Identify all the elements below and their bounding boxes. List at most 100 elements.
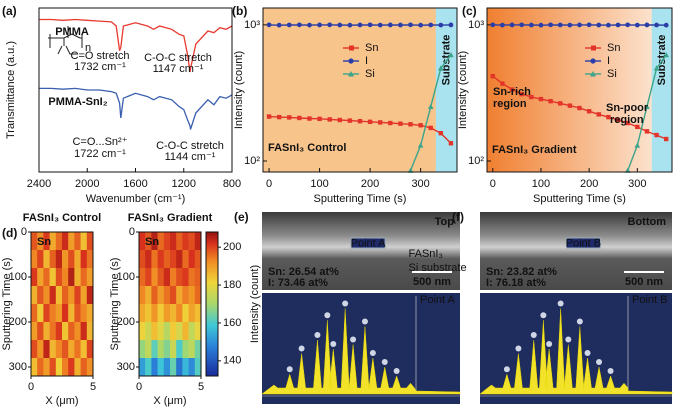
marker: [644, 129, 650, 134]
heat-cell: [68, 268, 75, 287]
eds-peak-marker: [342, 300, 349, 307]
marker: [388, 120, 393, 126]
spectrum-point: Point B: [632, 294, 667, 306]
heat-cell: [176, 322, 183, 341]
heat-cell: [170, 232, 177, 251]
legend-symbol: [348, 58, 354, 64]
annotation: 1722 cm⁻¹: [74, 148, 126, 160]
heat-cell: [170, 322, 177, 341]
marker: [287, 115, 292, 120]
heat-cell: [80, 358, 88, 377]
heat-cell: [37, 286, 44, 305]
heat-cell: [80, 322, 88, 341]
marker: [519, 22, 525, 28]
marker: [653, 65, 660, 71]
heat-cell: [43, 286, 50, 305]
y-tick-label: 300: [117, 361, 135, 373]
x-tick-label: 800: [223, 178, 241, 190]
heat-cell: [176, 358, 183, 377]
annotation: Sn-rich: [493, 86, 531, 98]
marker: [408, 122, 413, 127]
heat-cell: [68, 250, 75, 269]
x-axis-title: Sputtering Time (s): [533, 193, 626, 205]
marker: [663, 52, 670, 58]
plot-frame: [262, 7, 458, 173]
heat-cell: [80, 232, 88, 251]
marker: [347, 118, 353, 123]
map-title: FASnI₃ Control: [23, 212, 101, 224]
marker: [625, 120, 630, 126]
y-tick-label: 10³: [244, 19, 260, 31]
marker: [596, 112, 601, 117]
marker: [448, 141, 454, 146]
plot-frame: [38, 7, 233, 173]
annotation: C=O...Sn²⁺: [72, 136, 127, 148]
x-axis-title: Wavenumber (cm⁻¹): [86, 193, 186, 205]
marker: [377, 22, 383, 28]
heat-cell: [182, 304, 189, 323]
heat-cell: [80, 340, 88, 359]
marker: [634, 142, 641, 148]
series-line: [39, 87, 233, 130]
heat-cell: [182, 268, 189, 287]
legend-marker: [348, 58, 354, 64]
structure-bond: [48, 26, 83, 55]
heat-cell: [145, 268, 152, 287]
marker: [387, 22, 393, 28]
marker: [509, 87, 515, 92]
heat-cell: [157, 250, 165, 269]
marker: [528, 22, 534, 28]
legend-label: I: [365, 55, 368, 67]
plot-background: [487, 8, 672, 172]
heat-cell: [68, 286, 75, 305]
annotation: FASnI₃ Gradient: [492, 144, 577, 156]
heat-cell: [43, 268, 50, 287]
colorbar-tick-label: 140: [223, 355, 241, 367]
annotation: 1147 cm⁻¹: [153, 63, 204, 75]
heat-cell: [176, 232, 183, 251]
heat-cell: [49, 286, 57, 305]
annotation: 1732 cm⁻¹: [74, 61, 126, 73]
heat-cell: [170, 358, 177, 377]
y-tick-label: 100: [9, 271, 27, 283]
heat-cell: [55, 232, 63, 251]
heat-cell: [139, 304, 146, 323]
marker: [500, 81, 505, 86]
point-label: Point A: [351, 237, 387, 249]
series-label: PMMA: [55, 26, 89, 38]
marker: [538, 96, 544, 102]
heat-cell: [37, 232, 44, 251]
heat-cell: [163, 322, 171, 341]
heat-cell: [86, 358, 94, 377]
eds-peak-marker: [596, 359, 603, 365]
eds-peak-marker: [530, 332, 537, 338]
point-box: [565, 237, 601, 249]
heat-cell: [194, 268, 202, 287]
colorbar-tick-label: 160: [223, 317, 241, 329]
legend-symbol: [591, 45, 596, 51]
eds-peak-marker: [381, 359, 388, 365]
heat-cell: [188, 250, 196, 269]
point-box: [350, 237, 386, 249]
colorbar-title: Intensity (count): [249, 265, 261, 343]
heat-cell: [49, 304, 57, 323]
heat-cell: [86, 304, 94, 323]
marker: [538, 22, 544, 28]
marker: [337, 22, 343, 28]
marker: [337, 117, 342, 123]
heat-cell: [139, 250, 146, 269]
heat-cell: [139, 322, 146, 341]
marker: [615, 22, 621, 28]
i-content: I: 76.18 at%: [486, 277, 546, 289]
marker: [367, 22, 373, 28]
annotation: Sn-poor: [606, 102, 649, 114]
marker: [367, 119, 373, 125]
substrate-label: Si substrate: [409, 262, 467, 274]
heat-cell: [151, 304, 158, 323]
heat-cell: [62, 358, 69, 377]
spectrum-point: Point A: [420, 294, 456, 306]
colorbar: [205, 231, 219, 377]
substrate-region: [435, 8, 457, 172]
heat-cell: [194, 250, 202, 269]
